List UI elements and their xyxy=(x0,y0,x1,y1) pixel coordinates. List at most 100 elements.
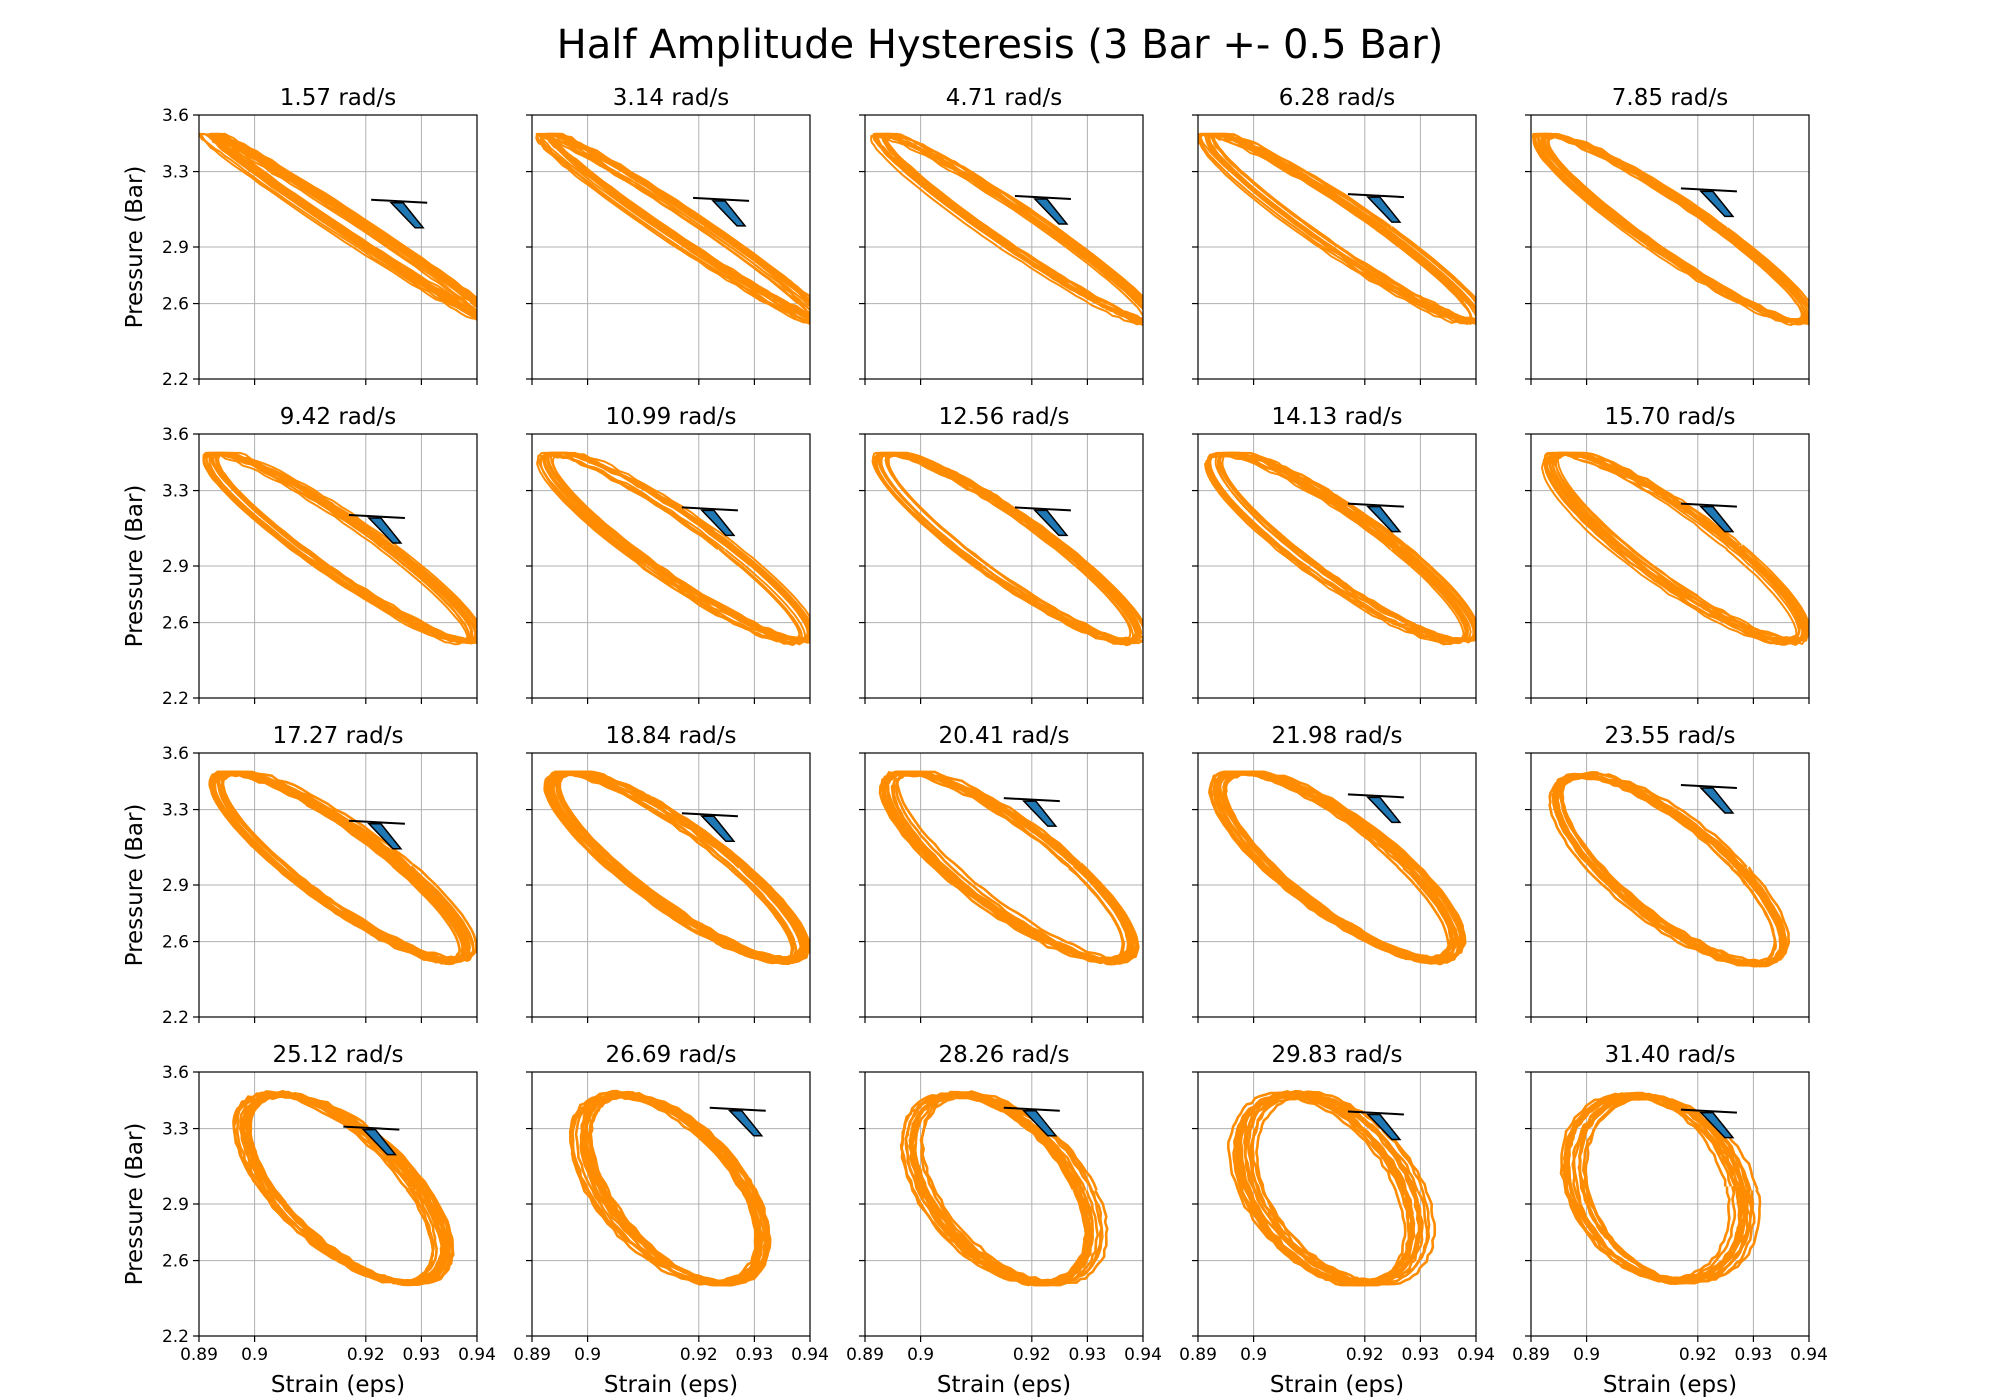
hysteresis-loop xyxy=(215,132,477,312)
hysteresis-loop xyxy=(872,132,1143,322)
y-tick-label: 2.9 xyxy=(162,238,189,258)
hysteresis-loop xyxy=(205,451,474,645)
hysteresis-loop xyxy=(556,770,808,961)
hysteresis-loop xyxy=(210,451,477,642)
hysteresis-loop xyxy=(220,770,477,961)
x-tick-label: 0.93 xyxy=(1068,1345,1106,1365)
hysteresis-loop xyxy=(870,133,1143,326)
hysteresis-loop xyxy=(875,454,1137,647)
x-tick-label: 0.89 xyxy=(846,1345,884,1365)
hysteresis-loop xyxy=(583,1091,769,1284)
subplot-6: 9.42 rad/s 2.2 2.6 2.9 3.3 3.6 Pressure (Bar) xyxy=(122,404,478,709)
x-tick-label: 0.92 xyxy=(1013,1345,1051,1365)
hysteresis-loop xyxy=(545,451,810,641)
hysteresis-loop xyxy=(205,451,474,641)
cursor-arrow xyxy=(1022,1109,1058,1137)
x-axis-label: Strain (eps) xyxy=(271,1372,405,1398)
hysteresis-loop xyxy=(1556,451,1809,642)
cursor-marker xyxy=(1680,187,1737,218)
hysteresis-loop xyxy=(217,770,471,963)
hysteresis-loop xyxy=(213,770,471,962)
hysteresis-loop xyxy=(1543,452,1798,645)
subplot-16: 25.12 rad/s 0.89 0.9 0.92 0.93 0.94 2.2 2.6 2.9 3… xyxy=(122,1042,496,1398)
hysteresis-series xyxy=(878,770,1140,966)
y-axis-label: Pressure (Bar) xyxy=(122,1123,148,1286)
hysteresis-loop xyxy=(1205,133,1476,326)
hysteresis-loop xyxy=(1213,132,1476,323)
cursor-bar xyxy=(371,198,428,204)
hysteresis-loop xyxy=(1219,451,1476,642)
hysteresis-loop xyxy=(1531,132,1803,322)
hysteresis-loop xyxy=(876,134,1143,325)
subplot-13: 20.41 rad/s xyxy=(859,723,1144,1023)
hysteresis-loop xyxy=(1560,773,1785,967)
cursor-marker xyxy=(1347,1110,1404,1141)
hysteresis-loop xyxy=(1207,451,1469,642)
hysteresis-loop xyxy=(1198,132,1473,325)
x-tick-label: 0.92 xyxy=(347,1345,385,1365)
cursor-bar xyxy=(681,506,738,512)
hysteresis-loop xyxy=(885,451,1143,645)
subplot-title: 28.26 rad/s xyxy=(938,1042,1069,1068)
hysteresis-loop xyxy=(1564,1091,1746,1281)
hysteresis-loop xyxy=(873,453,1135,646)
y-tick-label: 2.2 xyxy=(162,689,189,709)
hysteresis-loop xyxy=(881,134,1143,324)
y-tick-label: 2.9 xyxy=(162,557,189,577)
x-tick-label: 0.93 xyxy=(1401,1345,1439,1365)
hysteresis-loop xyxy=(209,451,477,641)
hysteresis-loop xyxy=(875,453,1139,645)
hysteresis-loop xyxy=(1545,451,1801,642)
hysteresis-loop xyxy=(542,451,809,643)
hysteresis-series xyxy=(1559,1091,1762,1285)
y-tick-label: 2.9 xyxy=(162,1195,189,1215)
subplot-18: 28.26 rad/s 0.89 0.9 0.92 0.93 0.94 Strain (ep… xyxy=(846,1042,1162,1398)
subplot-title: 12.56 rad/s xyxy=(938,404,1069,430)
y-tick-label: 2.6 xyxy=(162,295,189,315)
y-tick-label: 3.3 xyxy=(162,801,189,821)
y-tick-label: 2.9 xyxy=(162,876,189,896)
x-tick-label: 0.92 xyxy=(1679,1345,1717,1365)
hysteresis-loop xyxy=(1541,453,1801,646)
hysteresis-loop xyxy=(1563,1095,1741,1285)
cursor-marker xyxy=(1347,193,1404,223)
hysteresis-loop xyxy=(1212,132,1476,323)
hysteresis-loop xyxy=(1543,452,1804,643)
subplot-20: 31.40 rad/s 0.89 0.9 0.92 0.93 0.94 Strain (ep… xyxy=(1512,1042,1828,1398)
hysteresis-loop xyxy=(221,771,475,963)
hysteresis-loop xyxy=(547,770,803,961)
cursor-bar xyxy=(1347,1110,1404,1116)
hysteresis-loop xyxy=(875,132,1143,322)
hysteresis-series xyxy=(1204,451,1476,646)
y-tick-label: 3.6 xyxy=(162,744,189,764)
subplot-title: 7.85 rad/s xyxy=(1612,85,1728,111)
subplot-12: 18.84 rad/s xyxy=(526,723,811,1023)
hysteresis-series xyxy=(536,451,810,647)
subplot-4: 6.28 rad/s xyxy=(1192,85,1477,385)
hysteresis-loop xyxy=(1211,132,1476,321)
hysteresis-loop xyxy=(211,771,466,965)
cursor-marker xyxy=(343,1125,400,1156)
hysteresis-loop xyxy=(212,452,477,644)
hysteresis-loop xyxy=(872,132,1143,323)
x-tick-label: 0.93 xyxy=(1734,1345,1772,1365)
x-tick-label: 0.94 xyxy=(1124,1345,1162,1365)
subplot-title: 14.13 rad/s xyxy=(1271,404,1402,430)
subplot-7: 10.99 rad/s xyxy=(526,404,811,704)
hysteresis-loop xyxy=(545,772,794,965)
hysteresis-loop xyxy=(1207,453,1467,646)
hysteresis-loop xyxy=(215,132,477,313)
hysteresis-loop xyxy=(1218,770,1457,960)
hysteresis-loop xyxy=(210,770,468,963)
x-axis-label: Strain (eps) xyxy=(1603,1372,1737,1398)
hysteresis-series xyxy=(1541,451,1809,646)
hysteresis-loop xyxy=(1206,451,1468,645)
hysteresis-loop xyxy=(1553,451,1808,641)
hysteresis-loop xyxy=(535,132,810,324)
hysteresis-loop xyxy=(209,134,477,318)
hysteresis-series xyxy=(535,132,810,326)
hysteresis-loop xyxy=(549,133,810,319)
cursor-marker xyxy=(681,506,738,537)
hysteresis-loop xyxy=(871,451,1132,642)
cursor-arrow xyxy=(1033,509,1069,537)
